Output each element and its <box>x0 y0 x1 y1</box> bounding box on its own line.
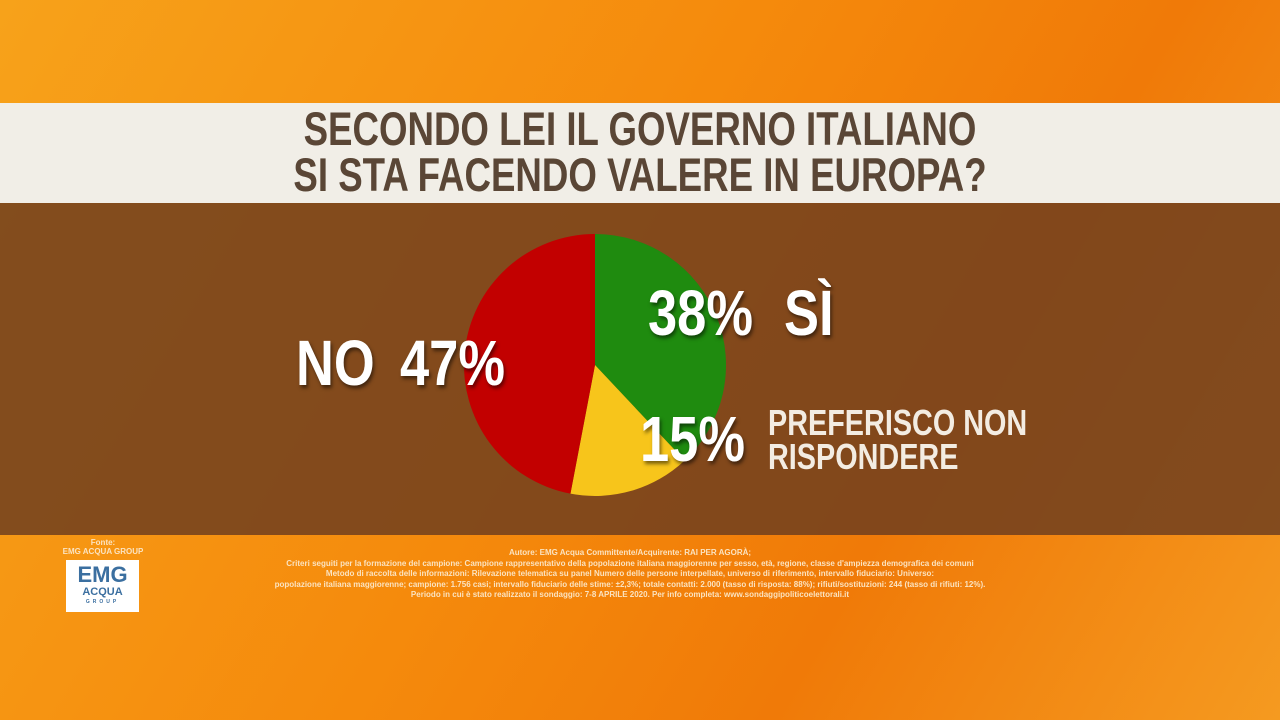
logo-text: EMG <box>77 562 128 587</box>
source-label: Fonte: <box>90 538 116 547</box>
notes: Autore: EMG Acqua Committente/Acquirente… <box>240 548 1020 601</box>
pie-slice <box>463 234 595 494</box>
pie-slice <box>595 234 727 461</box>
source-name: EMG ACQUA GROUP <box>62 547 144 556</box>
note-line: Metodo di raccolta delle informazioni: R… <box>325 569 935 578</box>
note-line: Periodo in cui è stato realizzato il son… <box>410 590 850 599</box>
logo-text: ACQUA <box>82 586 123 598</box>
source: Fonte: EMG ACQUA GROUP <box>60 538 146 556</box>
note-line: popolazione italiana maggiorenne; campio… <box>274 579 986 589</box>
title-line: SI STA FACENDO VALERE IN EUROPA? <box>293 148 987 201</box>
logo-text: GROUP <box>85 599 120 605</box>
title-band <box>0 103 1280 203</box>
category-label: NO <box>296 327 375 399</box>
title: SECONDO LEI IL GOVERNO ITALIANO SI STA FA… <box>141 102 1139 201</box>
category-label: SÌ <box>784 277 834 349</box>
category-label: PREFERISCO NON RISPONDERE <box>768 402 1028 477</box>
note-line: Criteri seguiti per la formazione del ca… <box>286 558 974 568</box>
value-label: 47% <box>400 327 506 399</box>
value-label: 15% <box>640 403 746 475</box>
pie-slice <box>570 365 685 496</box>
title-line: SECONDO LEI IL GOVERNO ITALIANO <box>303 102 977 155</box>
value-label: 38% <box>648 277 754 349</box>
logo: EMG ACQUA GROUP <box>66 560 139 612</box>
note-line: Autore: EMG Acqua Committente/Acquirente… <box>508 548 752 557</box>
